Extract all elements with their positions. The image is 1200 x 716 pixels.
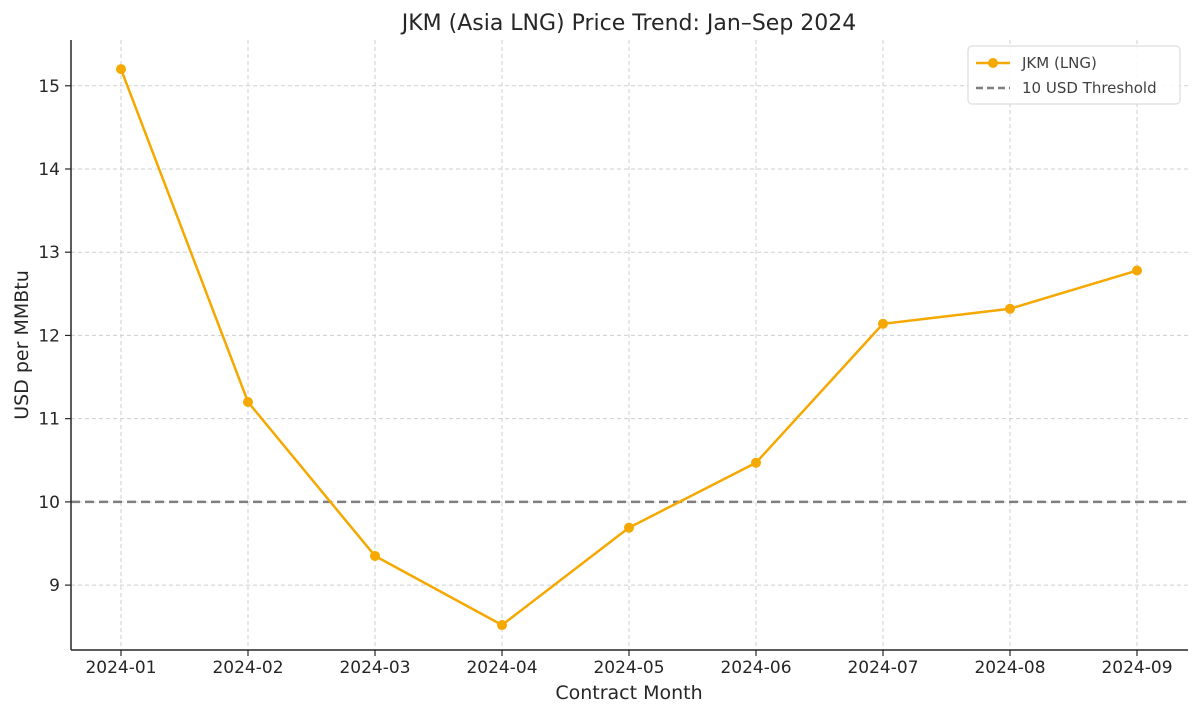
y-tick-label: 15 [38,77,60,97]
x-axis-ticks: 2024-01 2024-02 2024-03 2024-04 2024-05 2024-… [85,650,1173,678]
grid [71,40,1188,650]
data-point [116,64,126,75]
x-tick-label: 2024-02 [212,658,283,678]
y-axis-label: USD per MMBtu [11,270,33,420]
x-tick-label: 2024-07 [847,658,918,678]
y-tick-label: 12 [38,326,60,346]
legend-threshold-label: 10 USD Threshold [1022,79,1157,97]
data-point [878,318,888,329]
y-tick-label: 13 [38,243,60,263]
y-tick-label: 11 [38,410,60,430]
x-tick-label: 2024-06 [720,658,791,678]
x-tick-label: 2024-08 [974,658,1045,678]
data-point [243,397,253,408]
x-tick-label: 2024-09 [1101,658,1172,678]
data-point [624,522,634,533]
x-axis-label: Contract Month [555,682,702,704]
x-tick-label: 2024-05 [593,658,664,678]
x-tick-label: 2024-01 [85,658,156,678]
y-tick-label: 9 [49,576,60,596]
x-tick-label: 2024-03 [339,658,410,678]
data-point [370,550,380,561]
data-point [497,620,507,631]
data-point [1005,303,1015,314]
legend-series-marker [988,58,998,68]
legend: JKM (LNG) 10 USD Threshold [967,45,1181,105]
x-tick-label: 2024-04 [466,658,537,678]
series-layer [116,64,1142,631]
legend-series-label: JKM (LNG) [1021,54,1097,72]
chart-title: JKM (Asia LNG) Price Trend: Jan–Sep 2024 [400,11,857,36]
y-tick-label: 14 [38,160,60,180]
data-point [751,457,761,468]
y-axis-ticks: 9 10 11 12 13 14 15 [38,77,71,596]
legend-box [967,45,1181,105]
data-point [1132,265,1142,276]
y-tick-label: 10 [38,493,60,513]
